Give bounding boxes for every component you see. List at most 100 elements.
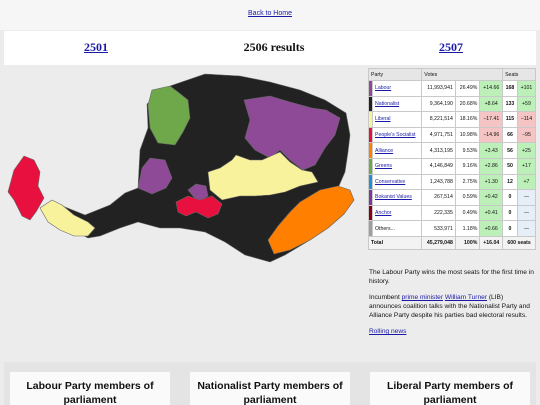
william-turner-link[interactable]: William Turner (444, 294, 488, 302)
party-votes: 11,993,941 (421, 80, 456, 97)
party-votes: 9,364,190 (421, 95, 456, 113)
rolling-news-link[interactable]: Rolling news (369, 328, 407, 336)
party-vote-change: +1.30 (479, 173, 504, 191)
map-svg (7, 73, 355, 263)
party-votes: 222,335 (421, 204, 456, 222)
party-link[interactable]: People's Socialist (375, 131, 416, 138)
party-row: Nationalist 9,364,190 20.68% +8.64 133 +59 (368, 95, 537, 113)
page-title: 2506 results (243, 40, 305, 54)
party-vote-change: −14.96 (479, 126, 504, 144)
region-peoples-socialist-west[interactable] (7, 155, 45, 221)
party-link[interactable]: Conservative (375, 178, 406, 185)
party-vote-pct: 0.49% (454, 204, 481, 222)
nationalist-members-heading: Nationalist Party members of parliament (190, 372, 350, 405)
party-name-cell: Alliance (371, 142, 423, 159)
party-seats: 115 (502, 111, 518, 128)
party-seat-change: −95 (516, 126, 537, 144)
prime-minister-link[interactable]: prime minister (401, 294, 444, 302)
next-year-link[interactable]: 2507 (439, 40, 463, 54)
party-name-cell: Labour (371, 80, 423, 97)
party-vote-pct: 26.49% (454, 80, 481, 97)
party-votes: 267,514 (421, 189, 456, 206)
party-seat-change: — (516, 220, 537, 237)
party-link[interactable]: Greens (375, 163, 393, 170)
party-link[interactable]: Bokanist Values (375, 194, 412, 201)
total-label: Total (367, 235, 423, 250)
members-section: Labour Party members of parliament Natio… (4, 362, 536, 405)
back-to-home-link[interactable]: Back to Home (248, 10, 292, 17)
party-seat-change: +25 (516, 142, 537, 159)
party-vote-pct: 0.59% (454, 189, 481, 206)
party-row: Conservative 1,243,788 2.75% +1.30 12 +7 (368, 173, 537, 191)
region-liberal-central[interactable] (207, 151, 319, 201)
party-header: Party (367, 68, 423, 81)
region-peoples-socialist-south[interactable] (175, 195, 223, 219)
party-seats: 66 (502, 126, 518, 144)
party-vote-change: +8.64 (479, 95, 504, 113)
party-votes: 1,243,788 (421, 173, 456, 191)
region-liberal-west[interactable] (39, 199, 96, 237)
party-vote-change: +0.41 (479, 204, 504, 222)
party-row: Liberal 8,221,514 18.16% −17.41 115 −114 (368, 111, 537, 128)
party-link[interactable]: Alliance (375, 147, 394, 154)
party-vote-change: +2.86 (479, 157, 504, 175)
party-vote-pct: 10.98% (454, 126, 481, 144)
year-navigation: 2501 2506 results 2507 (4, 31, 536, 65)
party-name-cell: Liberal (371, 111, 423, 128)
party-votes: 4,313,195 (421, 142, 456, 159)
votes-header: Votes (421, 68, 504, 81)
total-seats: 600 seats (502, 235, 536, 250)
party-vote-pct: 20.68% (454, 95, 481, 113)
party-seats: 168 (502, 80, 518, 97)
party-votes: 533,971 (421, 220, 456, 237)
labour-members-heading: Labour Party members of parliament (10, 372, 170, 405)
previous-year-link[interactable]: 2501 (84, 40, 108, 54)
region-greens[interactable] (147, 85, 191, 146)
total-change: +16.04 (479, 235, 504, 250)
party-link[interactable]: Labour (375, 85, 392, 92)
party-seat-change: — (516, 204, 537, 222)
party-seats: 56 (502, 142, 518, 159)
party-votes: 4,146,849 (421, 157, 456, 175)
party-seats: 12 (502, 173, 518, 191)
party-link[interactable]: Nationalist (375, 100, 400, 107)
party-vote-pct: 18.16% (454, 111, 481, 128)
news-headline: The Labour Party wins the most seats for… (369, 269, 534, 286)
party-name-cell: Conservative (371, 173, 423, 191)
party-name-cell: Nationalist (371, 95, 423, 113)
total-pct: 100% (454, 235, 481, 250)
total-row: Total 45,279,048 100% +16.04 600 seats (367, 235, 536, 250)
party-vote-pct: 2.75% (454, 173, 481, 191)
party-vote-change: +0.42 (479, 189, 504, 206)
party-row: Others... 533,971 1.18% +0.66 0— (368, 220, 537, 237)
party-name-cell: Bokanist Values (371, 189, 423, 206)
party-name-cell: Anchor (371, 204, 423, 222)
party-seats: 0 (502, 189, 518, 206)
party-name-cell: People's Socialist (371, 126, 423, 144)
party-row: Bokanist Values 267,514 0.59% +0.42 0— (368, 189, 537, 206)
party-row: Anchor 222,335 0.49% +0.41 0— (368, 204, 537, 222)
party-link[interactable]: Liberal (375, 116, 391, 123)
party-name: Others... (375, 225, 395, 232)
total-votes: 45,279,048 (421, 235, 456, 250)
party-vote-change: +14.66 (479, 80, 504, 97)
party-name-cell: Greens (371, 157, 423, 175)
top-bar: Back to Home (0, 0, 540, 30)
party-vote-pct: 9.53% (454, 142, 481, 159)
party-seat-change: −114 (516, 111, 537, 128)
party-seats: 0 (502, 220, 518, 237)
party-seat-change: +17 (516, 157, 537, 175)
party-name-cell: Others... (371, 220, 423, 237)
liberal-members-heading: Liberal Party members of parliament (370, 372, 530, 405)
party-seats: 50 (502, 157, 518, 175)
region-alliance[interactable] (267, 185, 355, 255)
party-seat-change: +101 (516, 80, 537, 97)
party-link[interactable]: Anchor (375, 209, 392, 216)
party-seat-change: +7 (516, 173, 537, 191)
region-labour-west[interactable] (137, 157, 173, 195)
party-seat-change: — (516, 189, 537, 206)
party-seats: 0 (502, 204, 518, 222)
region-labour-east[interactable] (243, 95, 341, 171)
results-table: Party Votes Seats Labour 11,993,941 26.49%… (367, 68, 537, 250)
party-vote-pct: 9.16% (454, 157, 481, 175)
